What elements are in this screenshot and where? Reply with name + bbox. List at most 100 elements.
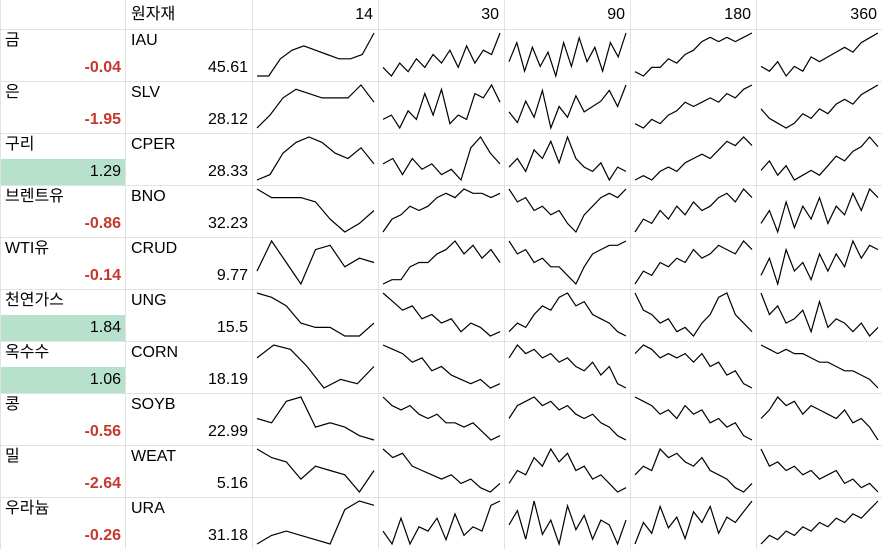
sparkline: [508, 84, 627, 131]
sparkline: [760, 344, 879, 389]
price: 28.12: [208, 111, 248, 128]
sparkline: [634, 136, 753, 181]
sparkline: [256, 188, 375, 233]
sparkline: [382, 500, 501, 546]
period-header: 180: [724, 6, 751, 23]
sparkline: [256, 500, 375, 545]
sparkline: [760, 84, 879, 129]
ticker: CRUD: [131, 240, 177, 257]
sparkline: [382, 292, 501, 337]
commodity-name: 천연가스: [5, 291, 64, 309]
sparkline: [508, 500, 627, 547]
commodity-name: 콩: [5, 396, 20, 413]
sparkline: [760, 32, 879, 78]
sparkline: [382, 188, 501, 233]
sparkline: [257, 32, 375, 77]
sparkline: [634, 240, 753, 285]
price: 9.77: [217, 267, 248, 284]
sparkline: [760, 396, 879, 441]
ticker: WEAT: [131, 448, 176, 465]
price: 18.19: [208, 371, 248, 388]
price: 28.33: [208, 163, 248, 180]
change-value: 1.84: [90, 319, 121, 336]
sparkline: [634, 396, 753, 441]
sparkline: [760, 448, 879, 493]
sparkline: [382, 240, 501, 285]
sparkline: [256, 396, 375, 441]
sparkline: [760, 500, 879, 545]
sparkline: [382, 396, 501, 441]
price: 22.99: [208, 423, 248, 440]
change-value: -0.86: [85, 215, 122, 232]
sparkline: [256, 84, 375, 129]
sparkline: [634, 188, 753, 233]
change-value: 1.29: [90, 163, 121, 180]
sparkline: [508, 32, 627, 79]
change-value: -0.56: [85, 423, 122, 440]
period-header: 30: [481, 6, 499, 23]
sparkline: [508, 188, 627, 234]
change-value: 1.06: [90, 371, 121, 388]
sparkline: [634, 292, 753, 337]
sparkline: [256, 344, 375, 389]
sparkline: [760, 136, 879, 181]
change-value: -0.26: [85, 527, 122, 544]
commodity-name: 브렌트유: [5, 187, 64, 205]
ticker: SLV: [131, 84, 160, 101]
ticker: BNO: [131, 188, 166, 205]
sparkline: [634, 344, 753, 389]
change-value: -0.04: [85, 59, 122, 76]
change-value: -2.64: [85, 475, 122, 492]
commodity-name: WTI유: [5, 240, 49, 257]
positive-fill: [0, 159, 125, 185]
commodity-name: 옥수수: [5, 343, 49, 361]
sparkline: [256, 239, 375, 286]
ticker: IAU: [131, 32, 158, 49]
period-header: 14: [355, 6, 373, 23]
sparkline: [382, 83, 501, 130]
sparkline: [256, 292, 375, 337]
change-value: -1.95: [85, 111, 122, 128]
sparkline: [508, 240, 627, 286]
positive-fill: [0, 367, 125, 393]
commodity-name: 구리: [5, 135, 34, 153]
price: 15.5: [217, 319, 248, 336]
sparkline: [760, 187, 879, 234]
sparkline: [382, 344, 501, 389]
sparkline: [508, 344, 627, 389]
ticker: UNG: [131, 292, 167, 309]
header-label: 원자재: [131, 5, 175, 23]
change-value: -0.14: [85, 267, 122, 284]
sparkline: [256, 448, 375, 493]
commodity-name: 금: [5, 32, 20, 49]
sparkline: [634, 32, 753, 77]
sparkline: [508, 396, 627, 441]
price: 31.18: [208, 527, 248, 544]
commodity-name: 우라늄: [5, 499, 49, 517]
positive-fill: [0, 315, 125, 341]
price: 32.23: [208, 215, 248, 232]
sparkline: [634, 500, 753, 545]
price: 45.61: [208, 59, 248, 76]
sparkline: [760, 292, 879, 337]
sparkline: [634, 447, 753, 493]
sparkline: [382, 448, 501, 493]
ticker: CORN: [131, 344, 178, 361]
commodity-name: 밀: [5, 447, 20, 465]
ticker: SOYB: [131, 396, 175, 413]
ticker: CPER: [131, 136, 175, 153]
period-header: 360: [850, 6, 877, 23]
ticker: URA: [131, 500, 165, 517]
sparkline: [508, 292, 627, 337]
sparkline: [508, 447, 627, 493]
sparkline: [508, 135, 627, 182]
period-header: 90: [607, 6, 625, 23]
sparkline: [760, 239, 879, 287]
commodity-name: 은: [5, 83, 20, 101]
sparkline: [634, 84, 753, 129]
sparkline: [382, 32, 501, 77]
sparkline: [382, 135, 501, 182]
sparkline: [256, 136, 375, 181]
